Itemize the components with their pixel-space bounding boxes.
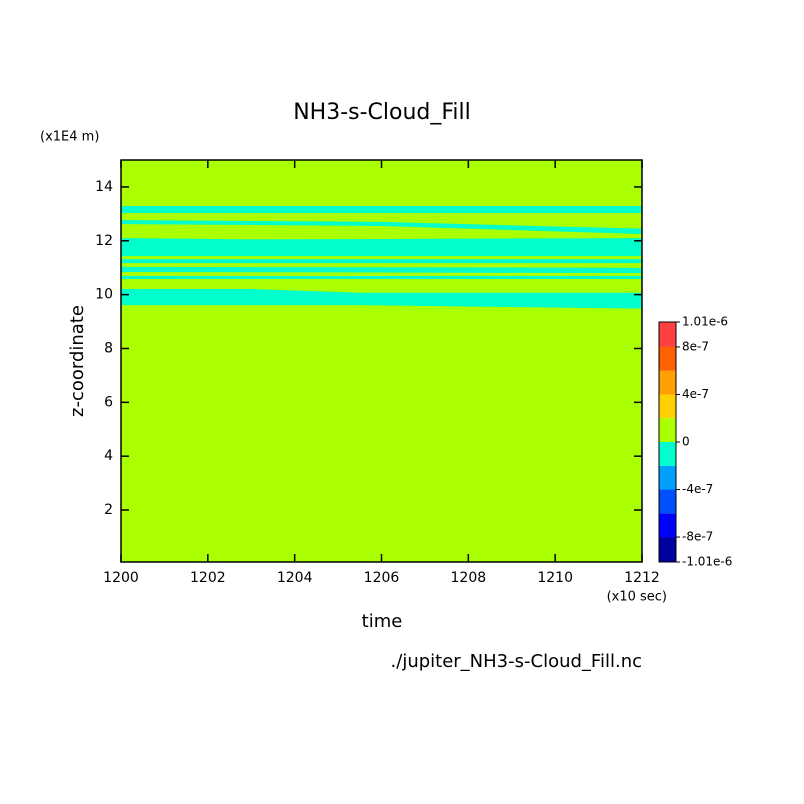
colorbar-bin — [659, 513, 676, 538]
colorbar-bin — [659, 489, 676, 514]
colorbar-tick-label: -4e-7 — [682, 482, 713, 496]
colorbar-bin — [659, 537, 676, 562]
colorbar-bin — [659, 370, 676, 395]
y-tick-label: 14 — [95, 179, 113, 195]
x-tick-label: 1210 — [537, 570, 573, 586]
contour-region — [121, 238, 642, 257]
colorbar-tick-label: 1.01e-6 — [682, 315, 728, 329]
colorbar-bin — [659, 418, 676, 442]
contour-region — [121, 276, 642, 280]
chart-title: NH3-s-Cloud_Fill — [293, 100, 471, 125]
colorbar-tick-label: -8e-7 — [682, 530, 713, 544]
colorbar-bin — [659, 346, 676, 371]
y-tick-label: 12 — [95, 233, 113, 249]
y-axis-label: z-coordinate — [67, 305, 88, 417]
x-axis-label: time — [362, 611, 403, 632]
colorbar-bin — [659, 394, 676, 419]
contour-region — [121, 259, 642, 264]
colorbar-bin — [659, 465, 676, 490]
colorbar-tick-label: 8e-7 — [682, 339, 709, 353]
y-tick-label: 4 — [104, 448, 113, 464]
y-tick-label: 2 — [104, 502, 113, 518]
colorbar-tick-label: 0 — [682, 435, 690, 449]
x-tick-label: 1200 — [103, 570, 139, 586]
plot-background — [121, 160, 642, 562]
y-unit: (x1E4 m) — [40, 130, 99, 145]
contour-region — [121, 266, 642, 274]
colorbar-bin — [659, 322, 676, 347]
contour-region — [121, 220, 642, 235]
x-tick-label: 1204 — [277, 570, 313, 586]
contour-region — [121, 206, 642, 214]
source-file: ./jupiter_NH3-s-Cloud_Fill.nc — [391, 651, 642, 672]
colorbar-tick-label: 4e-7 — [682, 387, 709, 401]
colorbar-bin — [659, 442, 676, 466]
x-tick-label: 1208 — [451, 570, 487, 586]
x-unit: (x10 sec) — [607, 590, 667, 605]
colorbar-tick-label: -1.01e-6 — [682, 555, 732, 569]
y-tick-label: 8 — [104, 340, 113, 356]
x-tick-label: 1202 — [190, 570, 226, 586]
y-tick-label: 10 — [95, 287, 113, 303]
x-tick-label: 1212 — [624, 570, 660, 586]
y-tick-label: 6 — [104, 394, 113, 410]
contour-region — [121, 288, 642, 309]
x-tick-label: 1206 — [364, 570, 400, 586]
